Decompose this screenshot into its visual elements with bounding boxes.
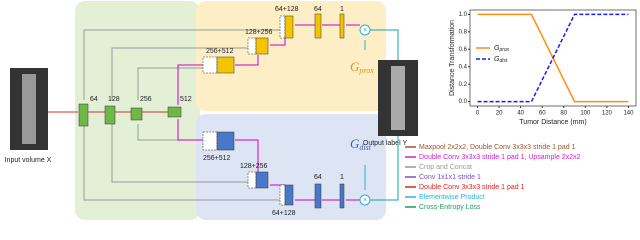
block-label: 128+256 <box>245 29 273 36</box>
x-tick-label: 120 <box>602 111 613 117</box>
block-label: 64 <box>314 174 322 181</box>
y-tick-label: 0.4 <box>459 64 468 70</box>
output-label: Output label Y <box>363 140 408 147</box>
encoder-blocks <box>78 103 182 127</box>
legend-text: Cross-Entropy Loss <box>419 204 481 211</box>
legend-text: Crop and Concat <box>419 164 472 171</box>
subscript: prox <box>498 47 509 53</box>
product-symbol <box>359 194 371 206</box>
y-axis-label: Distance Transformation <box>449 20 456 96</box>
product-symbol <box>359 24 371 36</box>
legend-text: Maxpool 2x2x2, Double Conv 3x3x3 stride … <box>419 144 576 151</box>
product-cross: × <box>363 27 367 34</box>
x-tick-label: 60 <box>539 111 546 117</box>
legend-label: Gprox <box>494 45 510 53</box>
g-prox: Gprox <box>350 59 374 75</box>
y-tick-label: 0.2 <box>459 82 468 88</box>
block-label: 64+128 <box>275 6 299 13</box>
prox-panel <box>196 1 386 111</box>
legend-text: Conv 1x1x1 stride 1 <box>419 174 481 181</box>
chart: 0 20 40 60 80 100 120 140 0.0 0.2 0.4 0.6 0.8 1.0 Tumo… <box>449 9 637 126</box>
y-tick-label: 0.0 <box>459 99 468 105</box>
x-tick-label: 80 <box>560 111 567 117</box>
block-label: 256 <box>140 96 152 103</box>
block-label: 64 <box>314 6 322 13</box>
product-cross: × <box>363 197 367 204</box>
symbol: G <box>350 136 360 151</box>
block-label: 256+512 <box>203 155 231 162</box>
figure: Input volume X Output label Y 64 128 256… <box>5 1 637 220</box>
g-dist: Gdist <box>350 136 372 152</box>
x-axis-label: Tumor Distance (mm) <box>519 119 586 126</box>
block-label: 64 <box>90 96 98 103</box>
x-tick-label: 100 <box>580 111 591 117</box>
symbol: G <box>494 56 500 63</box>
legend-label: Gdist <box>494 56 508 64</box>
block-label: 1 <box>340 174 344 181</box>
y-tick-label: 0.6 <box>459 47 468 53</box>
x-tick-label: 140 <box>623 111 634 117</box>
y-tick-label: 1.0 <box>459 12 468 18</box>
subscript: dist <box>359 143 371 152</box>
prox-blocks <box>202 13 345 74</box>
subscript: dist <box>499 58 507 64</box>
input-image-detail <box>22 74 36 144</box>
legend-text: Double Conv 3x3x3 stride 1 pad 1 <box>419 184 525 191</box>
block-label: 1 <box>340 6 344 13</box>
diagram-legend: Maxpool 2x2x2, Double Conv 3x3x3 stride … <box>405 144 581 211</box>
subscript: prox <box>358 66 374 75</box>
dist-blocks <box>202 131 345 209</box>
y-tick-label: 0.8 <box>459 29 468 35</box>
legend-text: Double Conv 3x3x3 stride 1 pad 1, Upsamp… <box>419 154 581 161</box>
x-tick-label: 40 <box>517 111 524 117</box>
x-tick-label: 0 <box>476 111 480 117</box>
symbol: G <box>350 59 360 74</box>
legend-text: Elementwise Product <box>419 194 485 201</box>
block-label: 64+128 <box>272 210 296 217</box>
plot-frame <box>469 9 637 107</box>
input-label: Input volume X <box>5 157 52 164</box>
block-label: 512 <box>180 96 192 103</box>
symbol: G <box>494 45 500 52</box>
x-tick-label: 20 <box>496 111 503 117</box>
series-line <box>477 13 629 103</box>
block-label: 256+512 <box>206 48 234 55</box>
output-image-detail <box>391 66 405 130</box>
block-label: 128+256 <box>240 163 268 170</box>
block-label: 128 <box>108 96 120 103</box>
